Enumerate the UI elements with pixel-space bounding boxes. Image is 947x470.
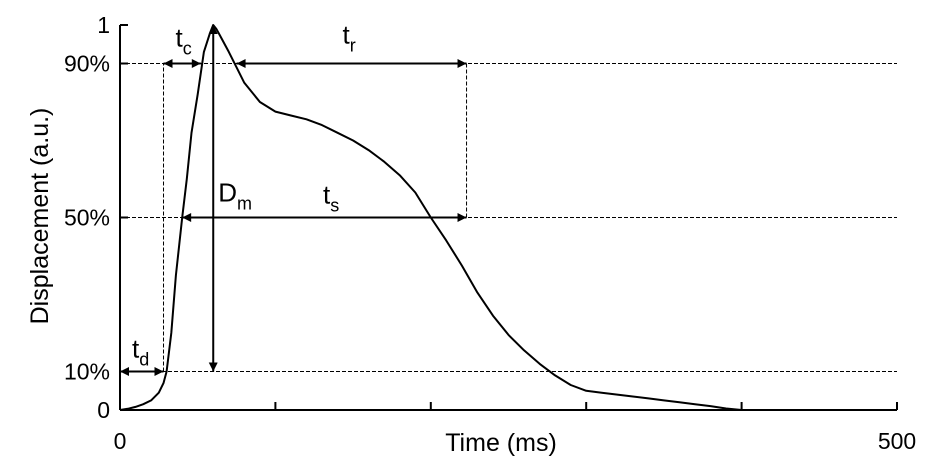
tick-labels: 0 500 0 10% 50% 90% 1 <box>64 12 916 454</box>
marker-lines <box>163 63 468 372</box>
ts-label: ts <box>323 180 339 216</box>
tc-label: tc <box>176 23 192 59</box>
series-group <box>119 24 804 411</box>
y-tick-label-2: 50% <box>64 205 110 231</box>
y-tick-label-0: 0 <box>97 397 110 423</box>
series-line-0 <box>119 24 804 411</box>
y-tick-label-1: 10% <box>64 359 110 385</box>
y-tick-label-3: 90% <box>64 51 110 77</box>
y-tick-label-4: 1 <box>97 12 110 38</box>
td-label: td <box>132 334 149 370</box>
tr-label: tr <box>343 20 356 56</box>
x-tick-label-0: 0 <box>114 428 127 454</box>
Dm-label: Dm <box>218 178 252 214</box>
x-tick-label-5: 500 <box>878 428 916 454</box>
x-axis-label: Time (ms) <box>445 429 557 457</box>
y-axis-label: Displacement (a.u.) <box>26 108 54 325</box>
